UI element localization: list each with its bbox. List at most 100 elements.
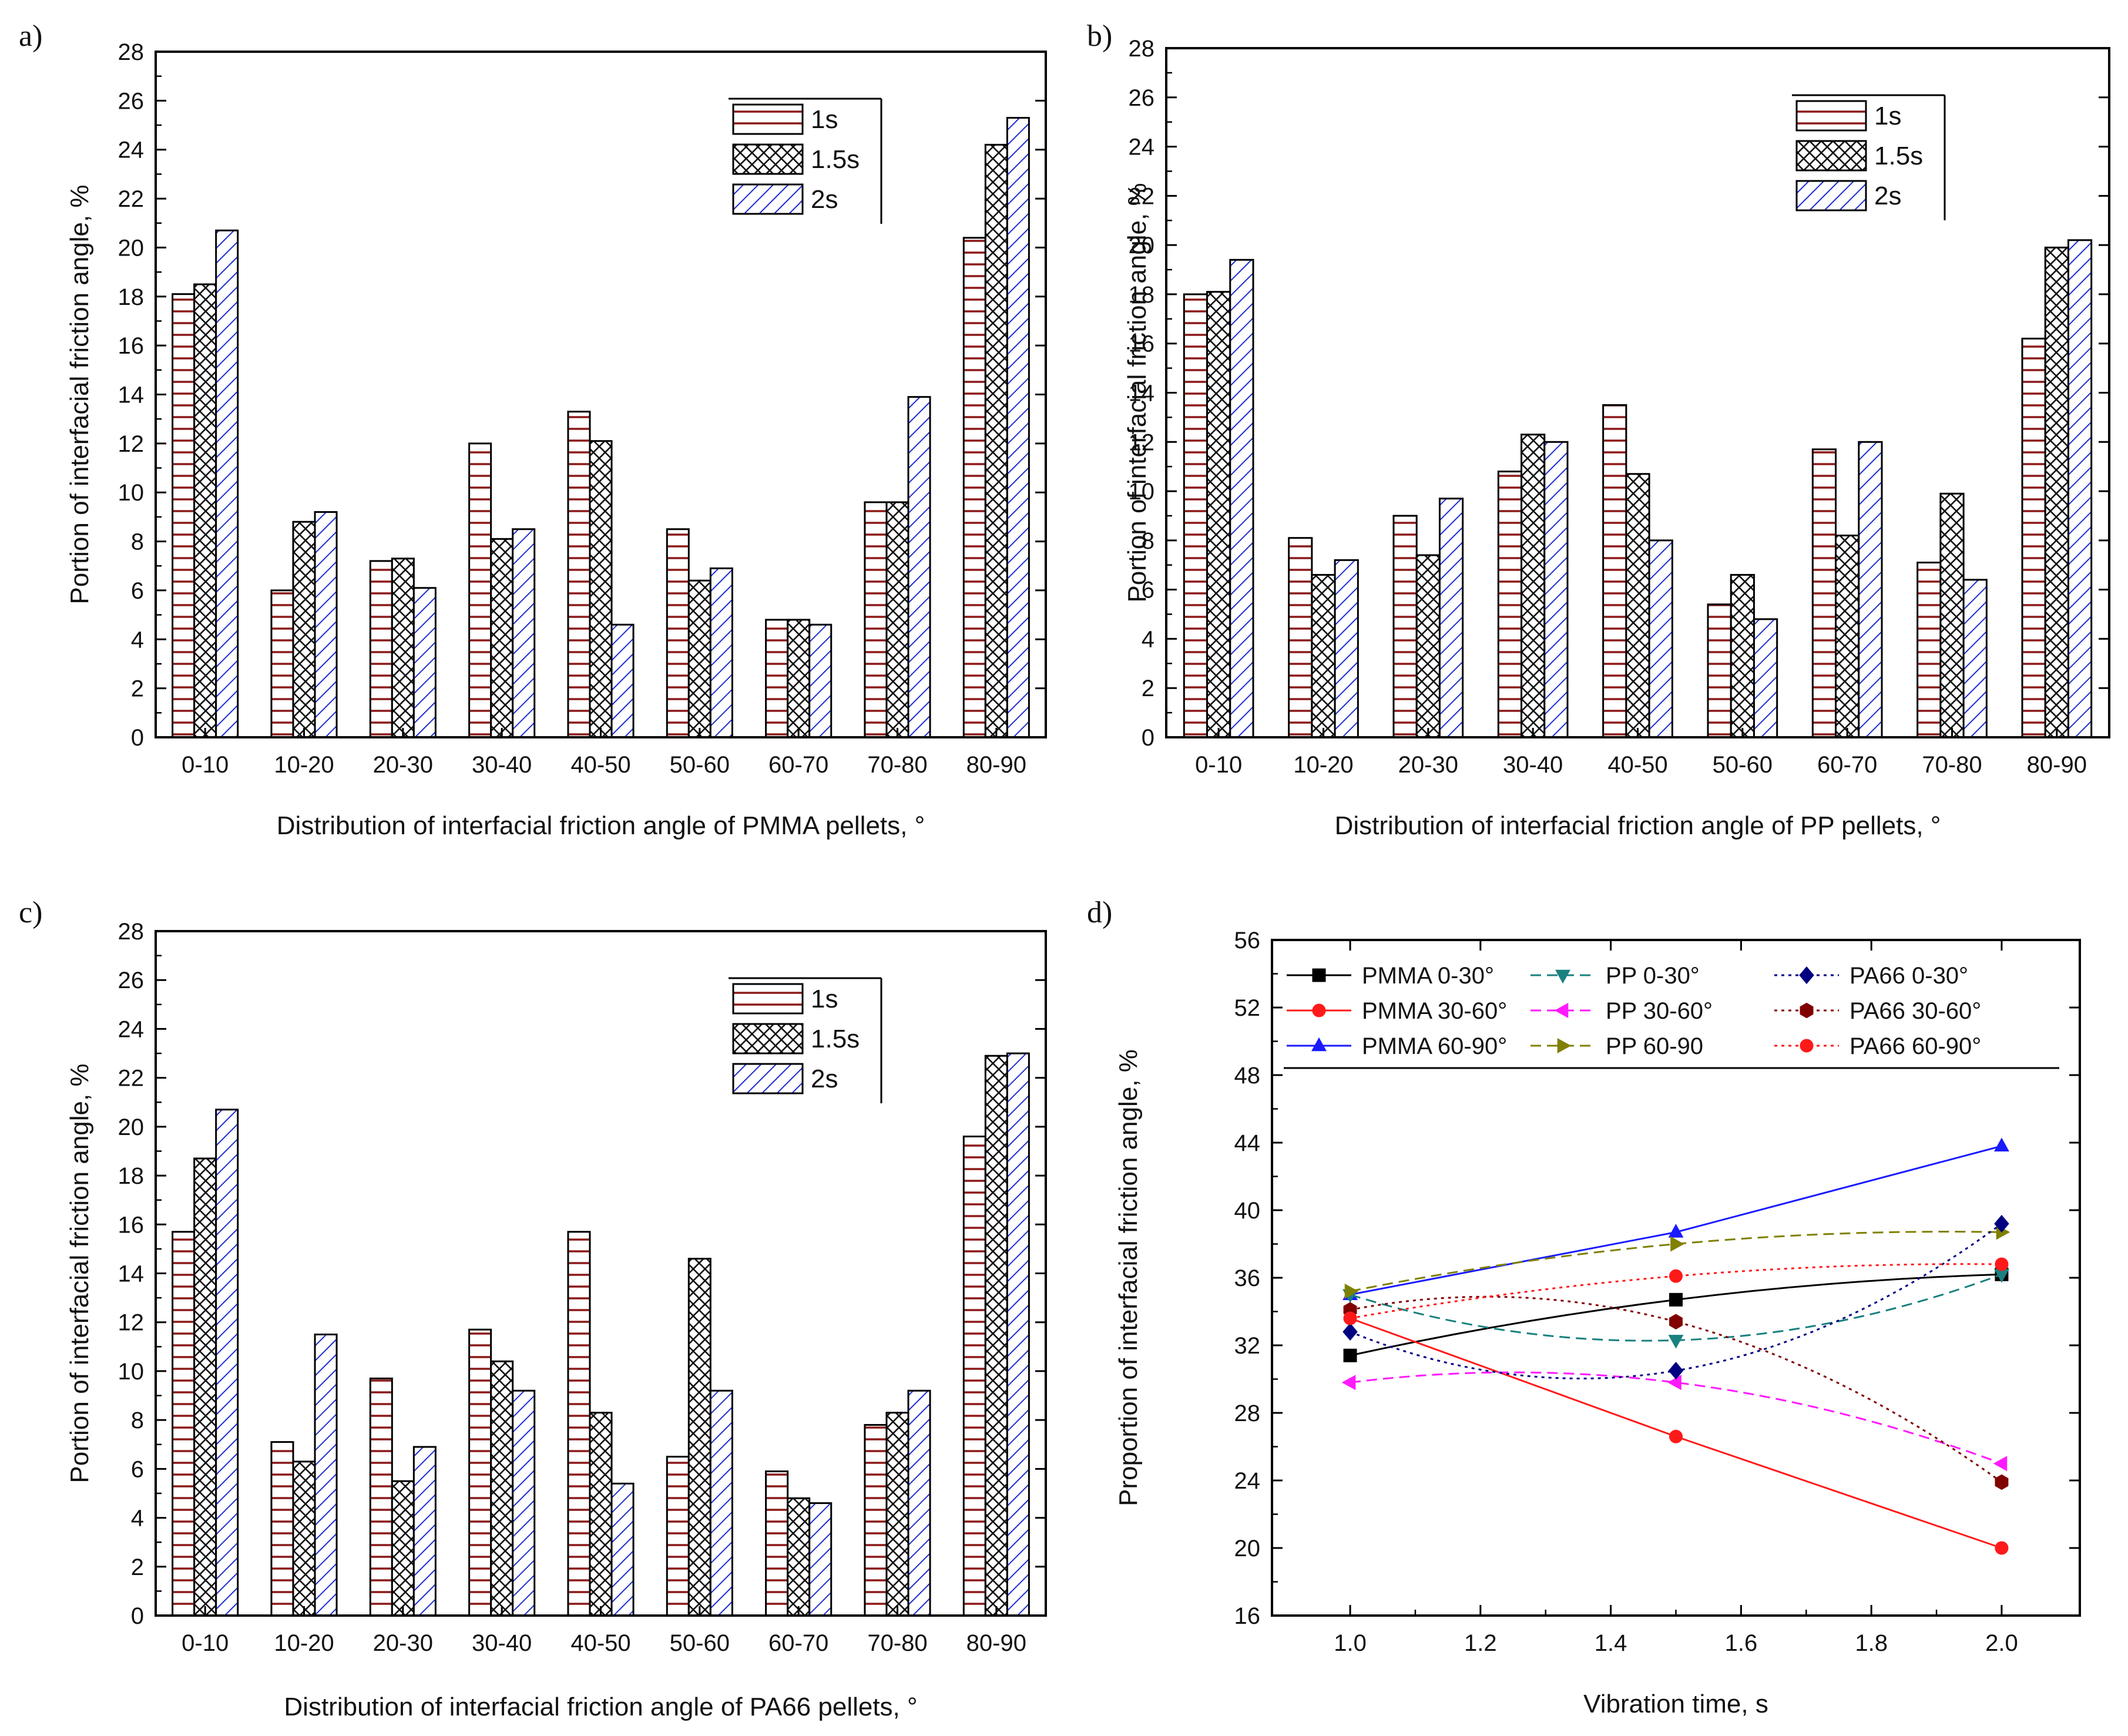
x-tick-label: 30-40 <box>472 752 532 778</box>
bar-1s-60-70 <box>1811 448 1837 738</box>
bar-1s-0-10 <box>1183 293 1209 738</box>
bar-1s-20-30 <box>369 560 393 738</box>
data-point-3-1 <box>1668 1335 1684 1349</box>
bar-1s-30-40 <box>468 442 492 738</box>
y-tick-label: 0 <box>131 1603 144 1629</box>
x-tick-label: 50-60 <box>1713 752 1773 778</box>
bar-1_5s-80-90 <box>984 1055 1008 1617</box>
data-point-0-0 <box>1343 1348 1357 1362</box>
bar-1_5s-0-10 <box>1206 291 1231 738</box>
legend-swatch-1s <box>732 103 804 135</box>
legend-label: PP 0-30° <box>1606 963 1700 989</box>
bar-1_5s-0-10 <box>193 1157 217 1617</box>
bar-1s-0-10 <box>172 1231 196 1617</box>
legend-marker-4 <box>1554 1003 1569 1018</box>
legend-label: 2s <box>1874 182 1901 210</box>
y-tick-label: 16 <box>1129 331 1155 357</box>
bar-1_5s-30-40 <box>490 1360 514 1617</box>
bar-2s-40-50 <box>1648 539 1673 738</box>
data-point-4-0 <box>1341 1375 1356 1391</box>
y-tick-label: 12 <box>118 431 145 457</box>
bar-1_5s-60-70 <box>787 1497 811 1617</box>
data-point-8-0 <box>1343 1311 1357 1325</box>
y-tick-label: 0 <box>1142 725 1154 751</box>
data-point-4-1 <box>1667 1375 1681 1391</box>
plot-frame <box>155 930 1047 1617</box>
x-tick-label: 2.0 <box>1985 1630 2018 1656</box>
panel-letter: b) <box>1087 19 1112 53</box>
legend-label: 1s <box>811 985 838 1013</box>
data-point-8-1 <box>1669 1269 1683 1283</box>
x-tick-label: 50-60 <box>670 1630 730 1656</box>
plot-frame <box>155 51 1047 738</box>
bar-1_5s-30-40 <box>1521 434 1546 738</box>
x-tick-label: 1.6 <box>1725 1630 1758 1656</box>
legend-label: 2s <box>811 1065 838 1093</box>
y-tick-label: 6 <box>131 1456 144 1482</box>
bar-2s-10-20 <box>314 511 338 738</box>
y-axis-label: Portion of interfacial friction angle, % <box>1123 183 1152 602</box>
bar-2s-30-40 <box>512 528 536 738</box>
y-tick-label: 26 <box>118 968 145 993</box>
y-tick-label: 0 <box>131 725 144 751</box>
bar-1_5s-0-10 <box>193 283 217 738</box>
y-tick-label: 36 <box>1234 1265 1261 1291</box>
y-tick-label: 8 <box>1142 528 1154 554</box>
legend-marker-3 <box>1555 969 1570 984</box>
bar-1s-60-70 <box>765 619 789 738</box>
legend-marker-2 <box>1311 1037 1327 1052</box>
bar-1s-40-50 <box>1602 404 1627 738</box>
data-point-6-0 <box>1342 1322 1358 1341</box>
plot-frame <box>1165 47 2110 738</box>
x-axis-label: Distribution of interfacial friction ang… <box>284 1693 917 1721</box>
bar-1s-0-10 <box>172 293 196 738</box>
y-tick-label: 44 <box>1234 1130 1261 1156</box>
bar-2s-30-40 <box>512 1389 536 1617</box>
y-tick-label: 16 <box>118 1212 145 1238</box>
data-point-0-1 <box>1669 1292 1683 1307</box>
y-tick-label: 2 <box>1142 676 1154 701</box>
x-tick-label: 1.4 <box>1595 1630 1627 1656</box>
bar-1_5s-10-20 <box>1311 574 1336 738</box>
bar-1s-70-80 <box>864 1423 888 1617</box>
y-tick-label: 28 <box>118 39 145 65</box>
data-point-8-2 <box>1995 1257 2009 1271</box>
legend-marker-6 <box>1799 966 1814 985</box>
y-tick-label: 16 <box>1234 1603 1261 1629</box>
y-tick-label: 26 <box>1129 85 1155 111</box>
legend-label: 1.5s <box>811 145 860 174</box>
x-tick-label: 10-20 <box>274 1630 334 1656</box>
x-tick-label: 20-30 <box>1398 752 1458 778</box>
series-line-4 <box>1350 1371 2002 1465</box>
y-tick-label: 52 <box>1234 995 1261 1021</box>
y-tick-label: 18 <box>118 284 145 310</box>
x-tick-label: 40-50 <box>1607 752 1667 778</box>
y-tick-label: 26 <box>118 88 145 114</box>
legend-label: 1.5s <box>811 1025 860 1053</box>
bar-1s-10-20 <box>270 1441 294 1617</box>
y-tick-label: 24 <box>1129 135 1155 160</box>
y-tick-label: 28 <box>1129 36 1155 62</box>
bar-1_5s-40-50 <box>589 1412 613 1617</box>
bar-2s-40-50 <box>610 623 635 738</box>
bar-1_5s-80-90 <box>2044 246 2069 738</box>
bar-1_5s-20-30 <box>1415 554 1441 738</box>
legend: PMMA 0-30° PMMA 30-60° PMMA 60-90° PP 0-30°… <box>1284 963 2059 1069</box>
x-tick-label: 60-70 <box>768 752 828 778</box>
y-tick-label: 14 <box>118 382 145 408</box>
panel-letter: c) <box>19 896 42 929</box>
y-tick-label: 20 <box>1129 233 1155 258</box>
x-tick-label: 40-50 <box>570 1630 630 1656</box>
legend-swatch-1s <box>1795 100 1867 132</box>
y-tick-label: 20 <box>1234 1536 1261 1562</box>
legend-label: PP 60-90 <box>1606 1033 1703 1059</box>
bar-2s-70-80 <box>1962 579 1988 738</box>
y-tick-label: 22 <box>118 186 145 212</box>
legend-marker-5 <box>1557 1038 1572 1053</box>
data-point-2-2 <box>1993 1137 2009 1152</box>
y-tick-label: 6 <box>131 578 144 604</box>
legend-label: 2s <box>811 185 838 214</box>
x-tick-label: 40-50 <box>570 752 630 778</box>
series-line-7 <box>1350 1295 2002 1483</box>
y-tick-label: 18 <box>118 1163 145 1189</box>
